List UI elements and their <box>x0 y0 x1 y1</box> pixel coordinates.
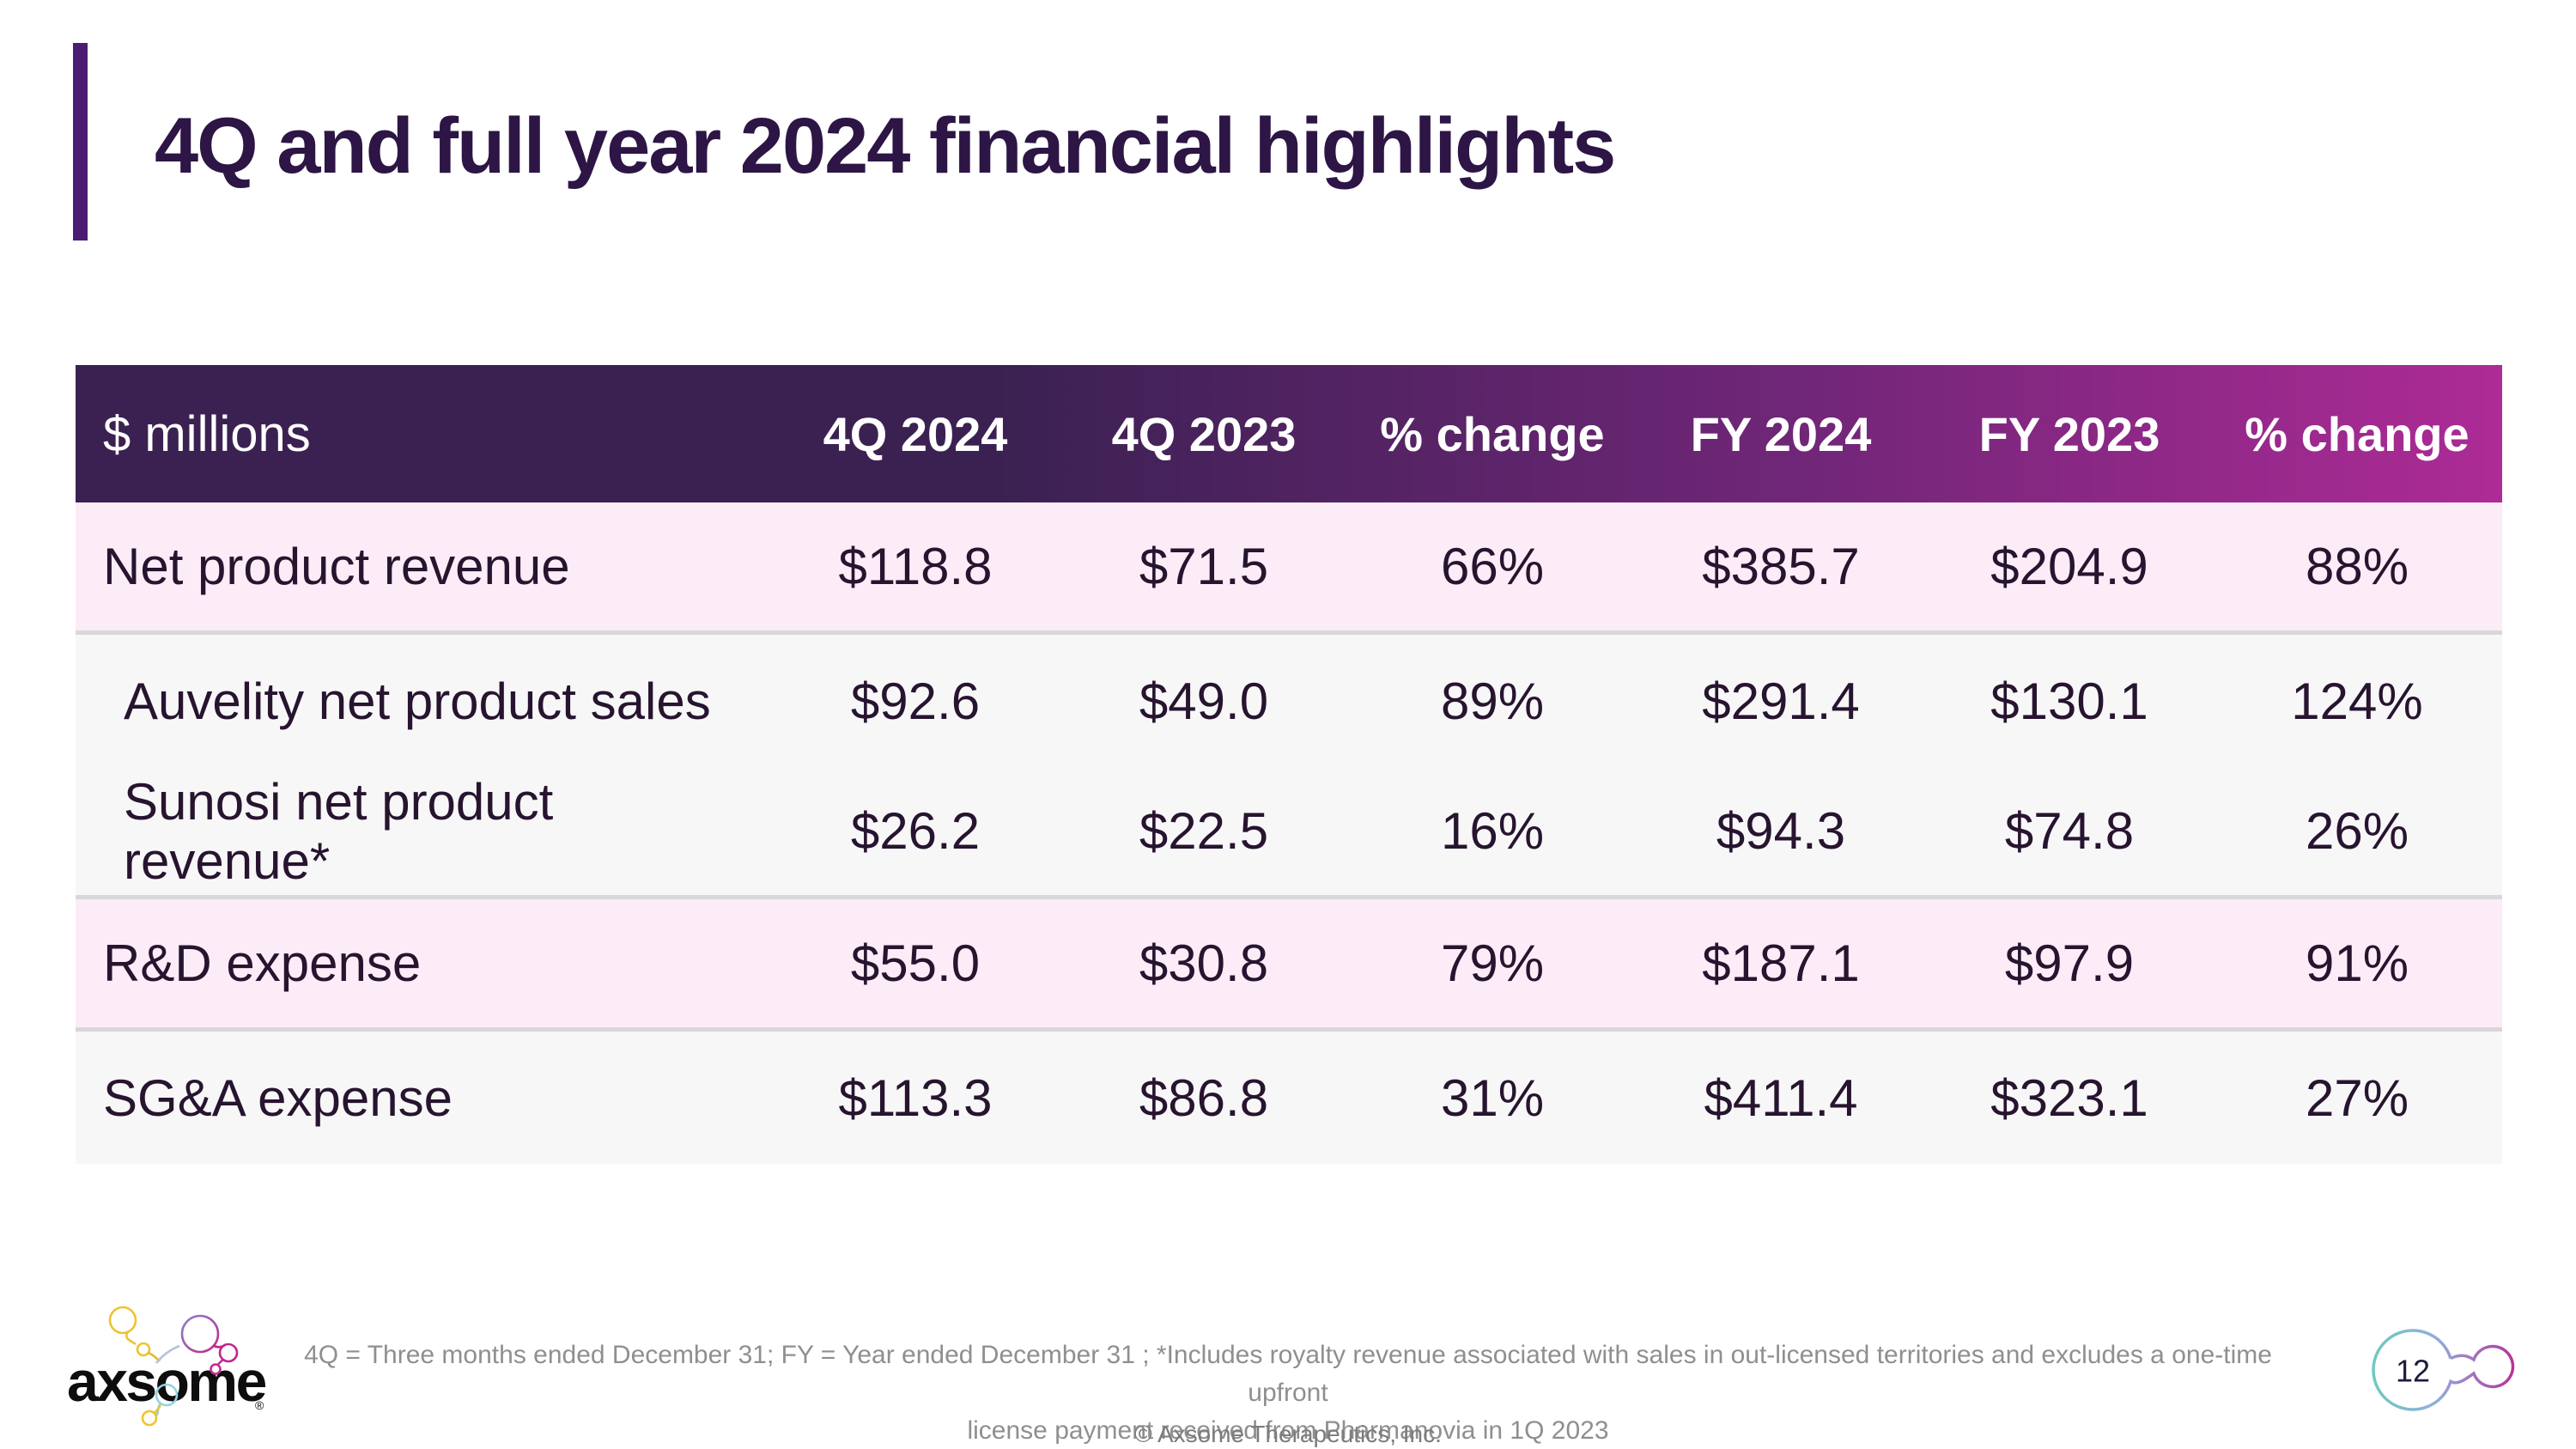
column-header-fy2024: FY 2024 <box>1690 406 1872 461</box>
table-row-sga-expense: SG&A expense $113.3 $86.8 31% $411.4 $32… <box>76 1032 2502 1164</box>
table-cell: 79% <box>1440 935 1545 992</box>
column-header-fy2023: FY 2023 <box>1978 406 2160 461</box>
table-cell: $130.1 <box>1990 672 2148 730</box>
table-cell: 66% <box>1440 538 1545 595</box>
row-label: SG&A expense <box>103 1068 453 1127</box>
page-number: 12 <box>2396 1354 2430 1389</box>
table-cell: $291.4 <box>1702 672 1860 730</box>
table-cell: 89% <box>1440 672 1545 730</box>
table-cell: 26% <box>2305 802 2409 860</box>
footnote: 4Q = Three months ended December 31; FY … <box>301 1336 2275 1449</box>
footnote-line-2: license payment received from Pharmanovi… <box>967 1416 1609 1445</box>
table-row-sunosi: Sunosi net product revenue* $26.2 $22.5 … <box>76 767 2502 899</box>
table-cell: $94.3 <box>1716 802 1846 860</box>
bubble-outline-icon <box>2372 1329 2515 1411</box>
table-row-net-product-revenue: Net product revenue $118.8 $71.5 66% $38… <box>76 502 2502 635</box>
table-cell: $49.0 <box>1139 672 1269 730</box>
page-number-bubble: 12 <box>2372 1329 2515 1411</box>
column-header-change-fy: % change <box>2245 406 2470 461</box>
table-cell: $86.8 <box>1139 1068 1269 1127</box>
column-header-millions: $ millions <box>103 405 311 462</box>
table-row-rd-expense: R&D expense $55.0 $30.8 79% $187.1 $97.9… <box>76 899 2502 1032</box>
registered-trademark-icon: ® <box>255 1398 264 1412</box>
table-cell: $97.9 <box>2004 935 2135 992</box>
table-cell: 124% <box>2291 672 2423 730</box>
row-label: R&D expense <box>103 935 422 992</box>
table-cell: $74.8 <box>2004 802 2135 860</box>
copyright-notice: © Axsome Therapeutics, Inc. <box>1134 1421 1442 1447</box>
table-header-row: $ millions 4Q 2024 4Q 2023 % change FY 2… <box>76 365 2502 502</box>
axsome-logo-swirls <box>108 1306 239 1427</box>
table-cell: $92.6 <box>850 672 981 730</box>
table-cell: $204.9 <box>1990 538 2148 595</box>
table-cell: $26.2 <box>850 802 981 860</box>
table-cell: $118.8 <box>838 538 993 595</box>
table-cell: 91% <box>2305 935 2409 992</box>
column-header-4q2023: 4Q 2023 <box>1111 406 1297 461</box>
page-title: 4Q and full year 2024 financial highligh… <box>155 102 1616 190</box>
table-cell: $187.1 <box>1702 935 1860 992</box>
axsome-logo: axsome ® <box>67 1306 268 1427</box>
footnote-line-1: 4Q = Three months ended December 31; FY … <box>304 1341 2272 1407</box>
table-row-auvelity: Auvelity net product sales $92.6 $49.0 8… <box>76 635 2502 767</box>
table-cell: $385.7 <box>1702 538 1860 595</box>
row-label: Auvelity net product sales <box>124 672 711 730</box>
table-cell: 27% <box>2305 1068 2409 1127</box>
table-cell: $411.4 <box>1704 1068 1858 1127</box>
table-cell: $22.5 <box>1139 802 1269 860</box>
table-cell: $30.8 <box>1139 935 1269 992</box>
title-accent-bar <box>73 43 88 240</box>
table-cell: $323.1 <box>1990 1068 2148 1127</box>
column-header-change-q: % change <box>1380 406 1605 461</box>
table-cell: $55.0 <box>850 935 981 992</box>
financial-highlights-table: $ millions 4Q 2024 4Q 2023 % change FY 2… <box>76 365 2502 1164</box>
table-cell: $71.5 <box>1139 538 1269 595</box>
table-cell: 88% <box>2305 538 2409 595</box>
axsome-wordmark: axsome <box>67 1349 266 1413</box>
table-cell: 16% <box>1440 802 1545 860</box>
row-label: Net product revenue <box>103 538 570 595</box>
row-label: Sunosi net product revenue* <box>124 772 554 890</box>
column-header-4q2024: 4Q 2024 <box>823 406 1008 461</box>
table-cell: $113.3 <box>838 1068 993 1127</box>
table-cell: 31% <box>1440 1068 1545 1127</box>
